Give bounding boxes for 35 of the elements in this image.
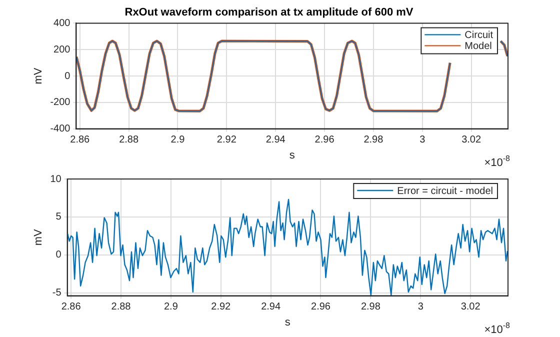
legend-label: Model bbox=[464, 40, 492, 52]
x-tick-label: 2.96 bbox=[314, 134, 335, 146]
x-tick-label: 3.02 bbox=[462, 134, 482, 146]
y-tick-label: 10 bbox=[50, 174, 62, 185]
y-axis-title: mV bbox=[32, 228, 45, 246]
x-tick-label: 2.98 bbox=[360, 302, 381, 313]
y-axis-title: mV bbox=[32, 67, 45, 84]
y-tick-label: 5 bbox=[56, 212, 62, 223]
x-tick-label: 2.96 bbox=[311, 302, 331, 313]
y-tick-label: 200 bbox=[54, 44, 71, 56]
x-tick-label: 2.9 bbox=[170, 134, 186, 146]
x-tick-label: 2.98 bbox=[364, 134, 384, 146]
chart-title: RxOut waveform comparison at tx amplitude of 600 mV bbox=[124, 6, 414, 19]
x-tick-label: 3.02 bbox=[460, 302, 481, 313]
legend-label: Circuit bbox=[464, 30, 494, 41]
x-tick-label: 2.94 bbox=[261, 302, 281, 313]
x-axis-title: s bbox=[289, 149, 296, 162]
y-tick-label: -200 bbox=[50, 97, 71, 108]
x-tick-label: 2.86 bbox=[61, 302, 82, 313]
x-tick-label: 3 bbox=[420, 134, 426, 146]
x-axis-title: s bbox=[284, 316, 291, 328]
x-tick-label: 2.88 bbox=[119, 134, 139, 146]
y-tick-label: 0 bbox=[56, 250, 62, 261]
x-tick-label: 2.9 bbox=[164, 302, 178, 313]
y-tick-label: -5 bbox=[52, 288, 62, 299]
legend-label: Error = circuit - model bbox=[397, 186, 494, 197]
x-tick-label: 2.92 bbox=[211, 302, 232, 313]
x-tick-label: 2.94 bbox=[266, 134, 286, 146]
x-tick-label: 2.86 bbox=[70, 134, 90, 146]
x-tick-label: 2.88 bbox=[111, 302, 132, 313]
y-tick-label: 0 bbox=[64, 70, 71, 82]
y-tick-label: -400 bbox=[50, 124, 71, 135]
x-tick-label: 2.92 bbox=[216, 134, 237, 146]
y-tick-label: 400 bbox=[54, 18, 71, 29]
x-tick-label: 3 bbox=[418, 302, 424, 313]
